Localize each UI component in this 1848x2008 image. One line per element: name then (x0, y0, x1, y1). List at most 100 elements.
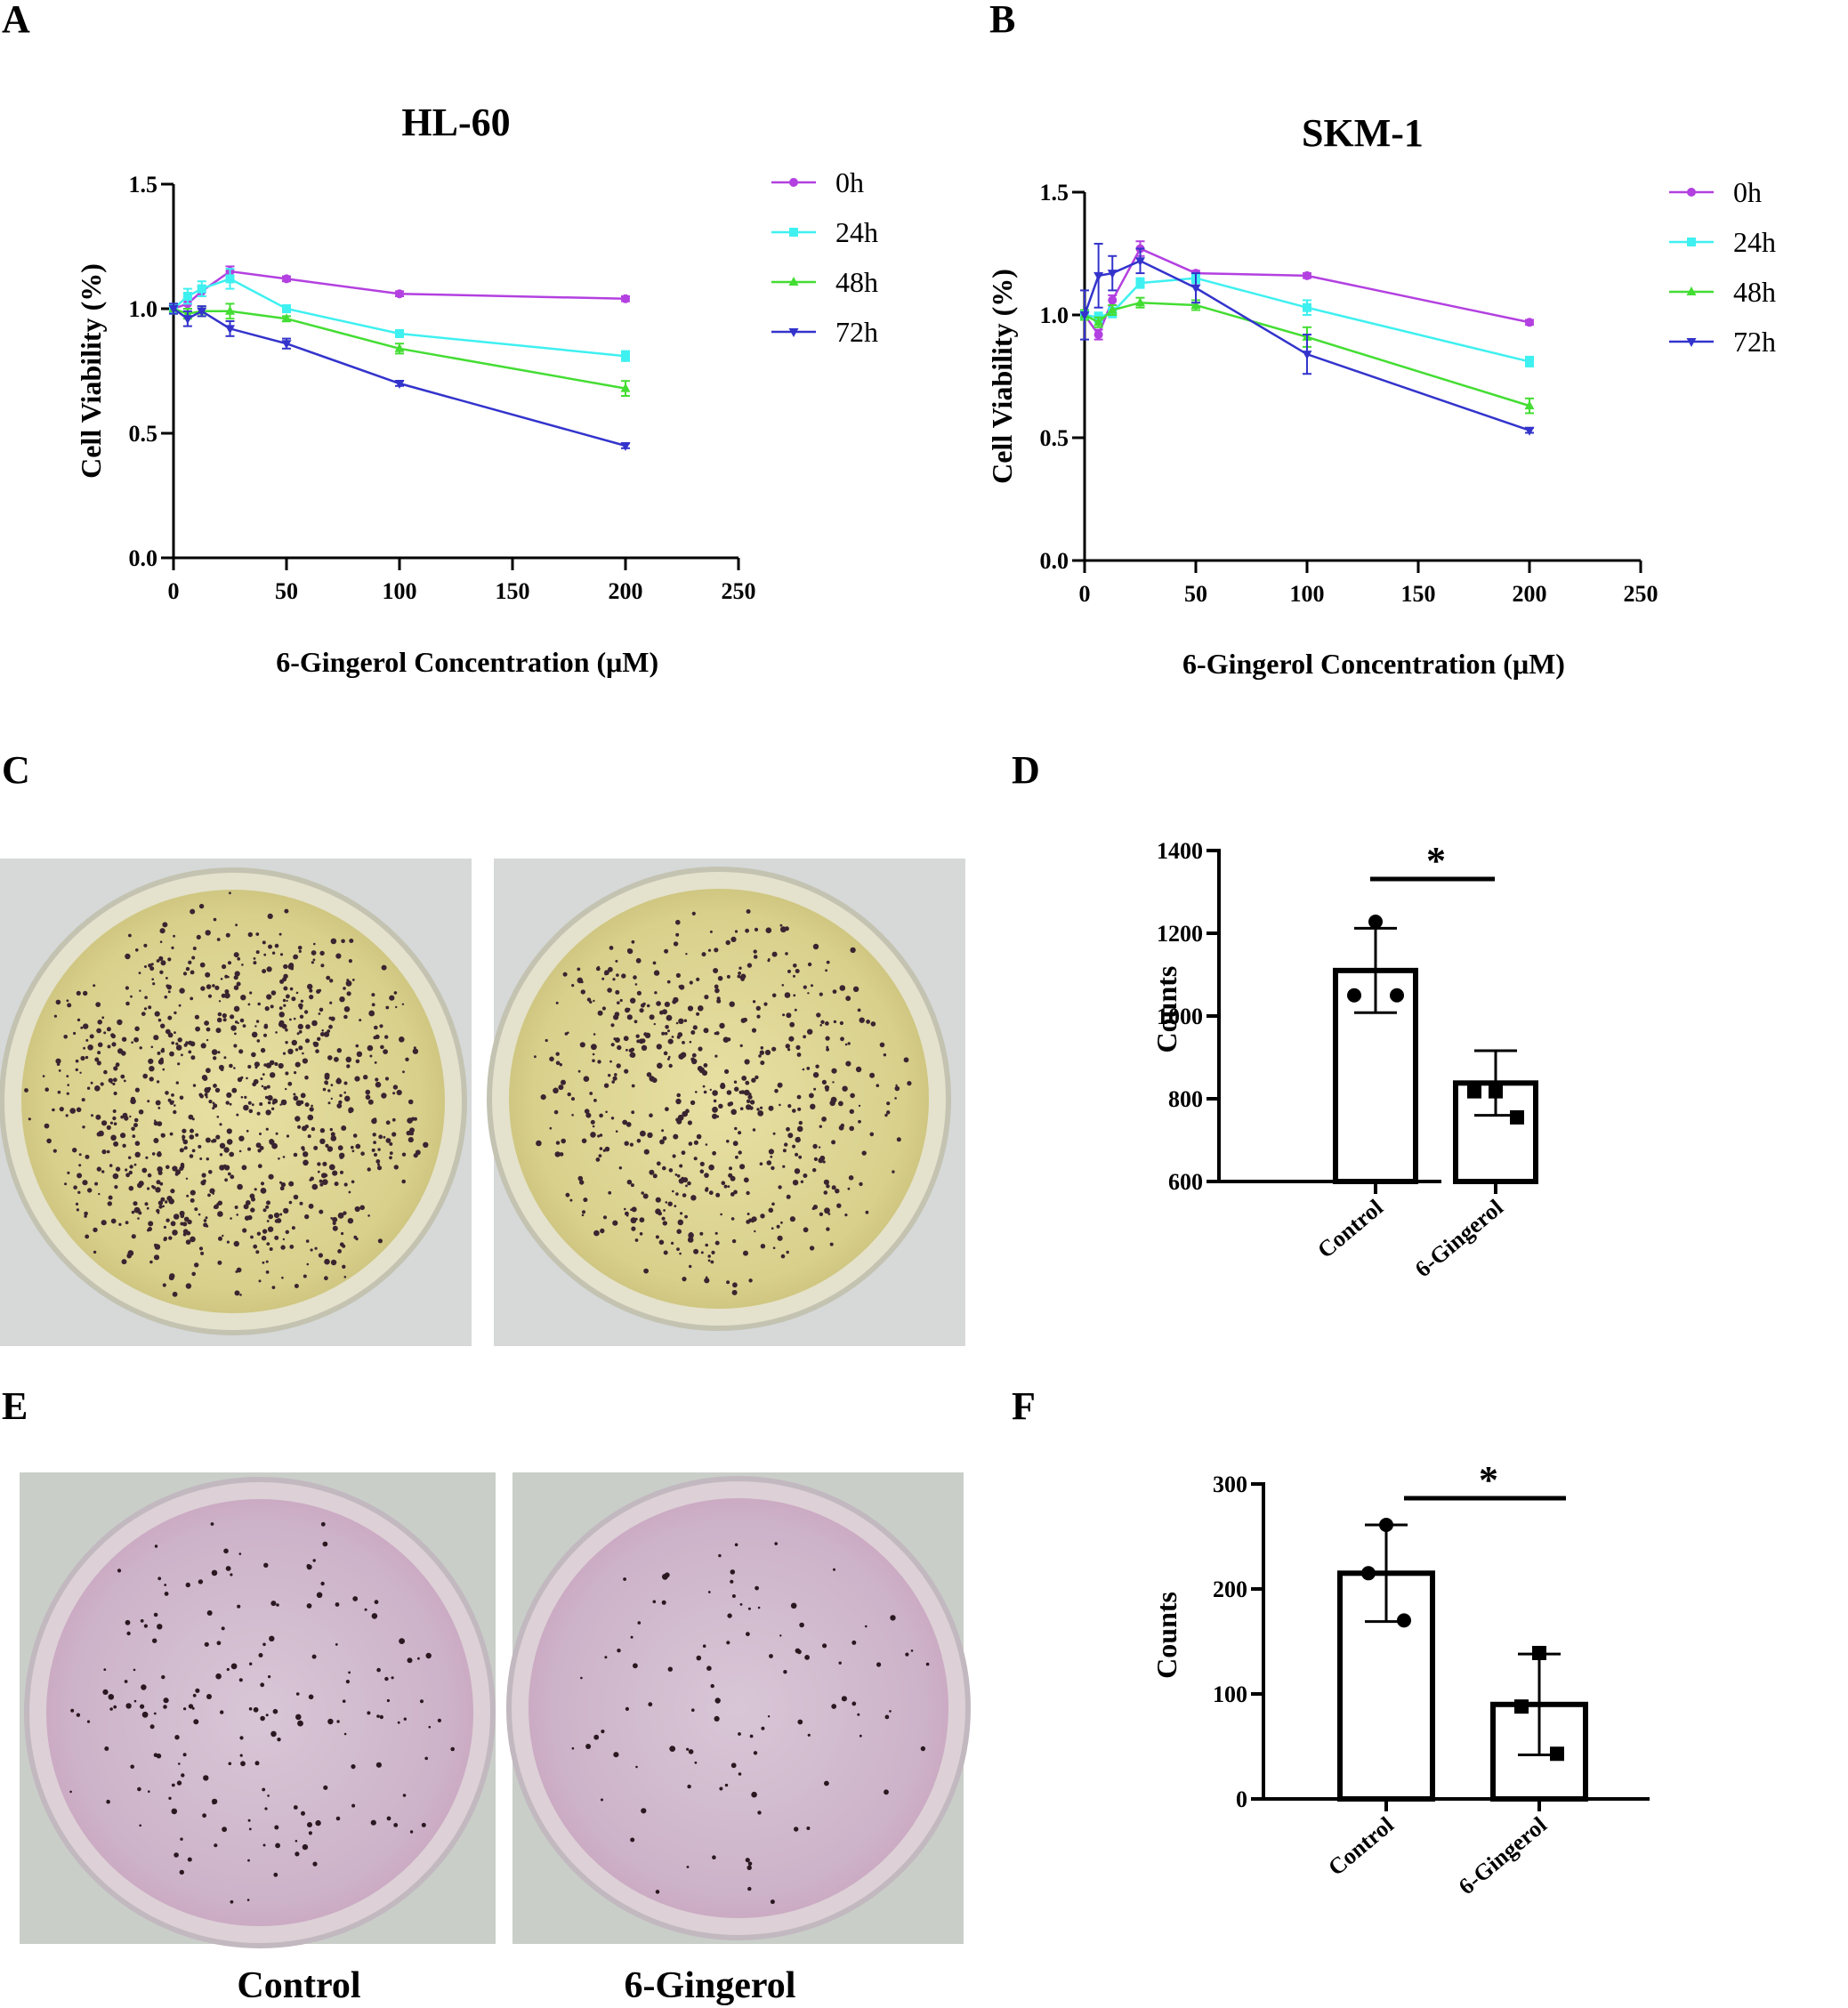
colony-dot (327, 1101, 331, 1105)
colony-dot (372, 1133, 376, 1137)
colony-dot (90, 1081, 93, 1085)
colony-dot (322, 1087, 327, 1092)
data-point-0h (1093, 330, 1103, 340)
colony-dot (235, 923, 238, 927)
colony-dot (190, 908, 196, 915)
colony-dot (200, 986, 206, 991)
colony-dot (593, 999, 595, 1003)
colony-dot (153, 1035, 159, 1041)
colony-dot (844, 1043, 848, 1046)
colony-dot (298, 1045, 303, 1051)
colony-dot (206, 984, 212, 989)
colony-dot (375, 1762, 382, 1768)
colony-dot (260, 1715, 265, 1722)
colony-dot (144, 1202, 149, 1206)
colony-dot (123, 1079, 126, 1083)
data-point-24h (225, 274, 235, 284)
colony-dot (608, 966, 613, 972)
colony-dot (393, 1165, 399, 1170)
colony-dot (370, 1819, 376, 1826)
colony-dot (597, 1010, 603, 1016)
colony-dot (165, 1091, 169, 1095)
colony-dot (311, 1126, 316, 1132)
colony-dot (195, 1026, 201, 1032)
colony-dot (769, 1654, 773, 1658)
colony-dot (608, 1074, 611, 1077)
y-tick-label: 1.0 (129, 296, 158, 322)
colony-dot (87, 1044, 93, 1051)
colony-dot (289, 1245, 295, 1249)
colony-dot (739, 1107, 744, 1110)
colony-dot (631, 939, 635, 944)
colony-dot (328, 1016, 333, 1020)
colony-dot (163, 1225, 166, 1229)
colony-dot (238, 1552, 242, 1555)
replicate-point (1467, 1084, 1481, 1099)
colony-dot (269, 1060, 275, 1066)
colony-dot (148, 1221, 154, 1227)
colony-dot (307, 1114, 314, 1121)
colony-dot (686, 1866, 690, 1868)
colony-dot (714, 1240, 720, 1246)
colony-dot (651, 1077, 658, 1084)
colony-dot (760, 1060, 765, 1066)
colony-dot (342, 1699, 346, 1703)
y-tick-label: 1400 (1157, 838, 1203, 864)
legend-marker-24h (789, 228, 798, 237)
colony-dot (144, 965, 147, 968)
colony-dot (245, 1200, 251, 1206)
colony-dot (103, 1069, 108, 1075)
colony-dot (690, 1030, 696, 1035)
colony-dot (714, 1032, 717, 1036)
colony-dot (740, 1090, 746, 1094)
colony-dot (204, 1020, 210, 1026)
colony-dot (250, 1235, 254, 1239)
colony-dot (312, 1559, 316, 1562)
colony-dot (112, 1116, 117, 1121)
colony-dot (147, 1100, 150, 1103)
colony-dot (101, 1149, 107, 1155)
colony-dot (704, 995, 709, 1000)
colony-dot (242, 1024, 246, 1028)
series-line-0h (1083, 246, 1530, 337)
colony-dot (230, 1899, 234, 1904)
colony-dot (188, 960, 192, 965)
colony-dot (720, 1213, 722, 1216)
data-point-24h (1135, 278, 1145, 288)
colony-dot (246, 1077, 248, 1080)
colony-dot (314, 1246, 318, 1250)
colony-dot (812, 1072, 819, 1078)
colony-dot (277, 1738, 281, 1742)
colony-dot (674, 1205, 677, 1207)
colony-dot (375, 1159, 381, 1164)
colony-dot (641, 1191, 644, 1195)
colony-dot (371, 1003, 375, 1007)
colony-dot (157, 1624, 163, 1630)
colony-dot (262, 969, 267, 974)
colony-dot (664, 1031, 668, 1036)
colony-dot (756, 1108, 760, 1111)
colony-dot (223, 1056, 227, 1060)
colony-dot (585, 1112, 592, 1118)
colony-dot (593, 1099, 597, 1102)
colony-dot (275, 1031, 278, 1034)
colony-dot (809, 1093, 814, 1099)
colony-dot (149, 1260, 153, 1264)
colony-dot (751, 1216, 757, 1222)
colony-dot (148, 1058, 154, 1064)
colony-dot (227, 1172, 231, 1176)
colony-dot (749, 1100, 755, 1105)
colony-dot (205, 1216, 208, 1220)
colony-dot (664, 1001, 671, 1007)
colony-dot (252, 1052, 255, 1056)
colony-dot (705, 1187, 709, 1190)
colony-dot (595, 1157, 601, 1162)
colony-dot (745, 928, 749, 933)
colony-dot (213, 917, 217, 922)
colony-dot (113, 1091, 117, 1096)
colony-dot (687, 1784, 691, 1789)
colony-dot (795, 1044, 801, 1050)
colony-dot (185, 1177, 189, 1181)
colony-dot (162, 1205, 165, 1208)
colony-dot (692, 1025, 698, 1030)
